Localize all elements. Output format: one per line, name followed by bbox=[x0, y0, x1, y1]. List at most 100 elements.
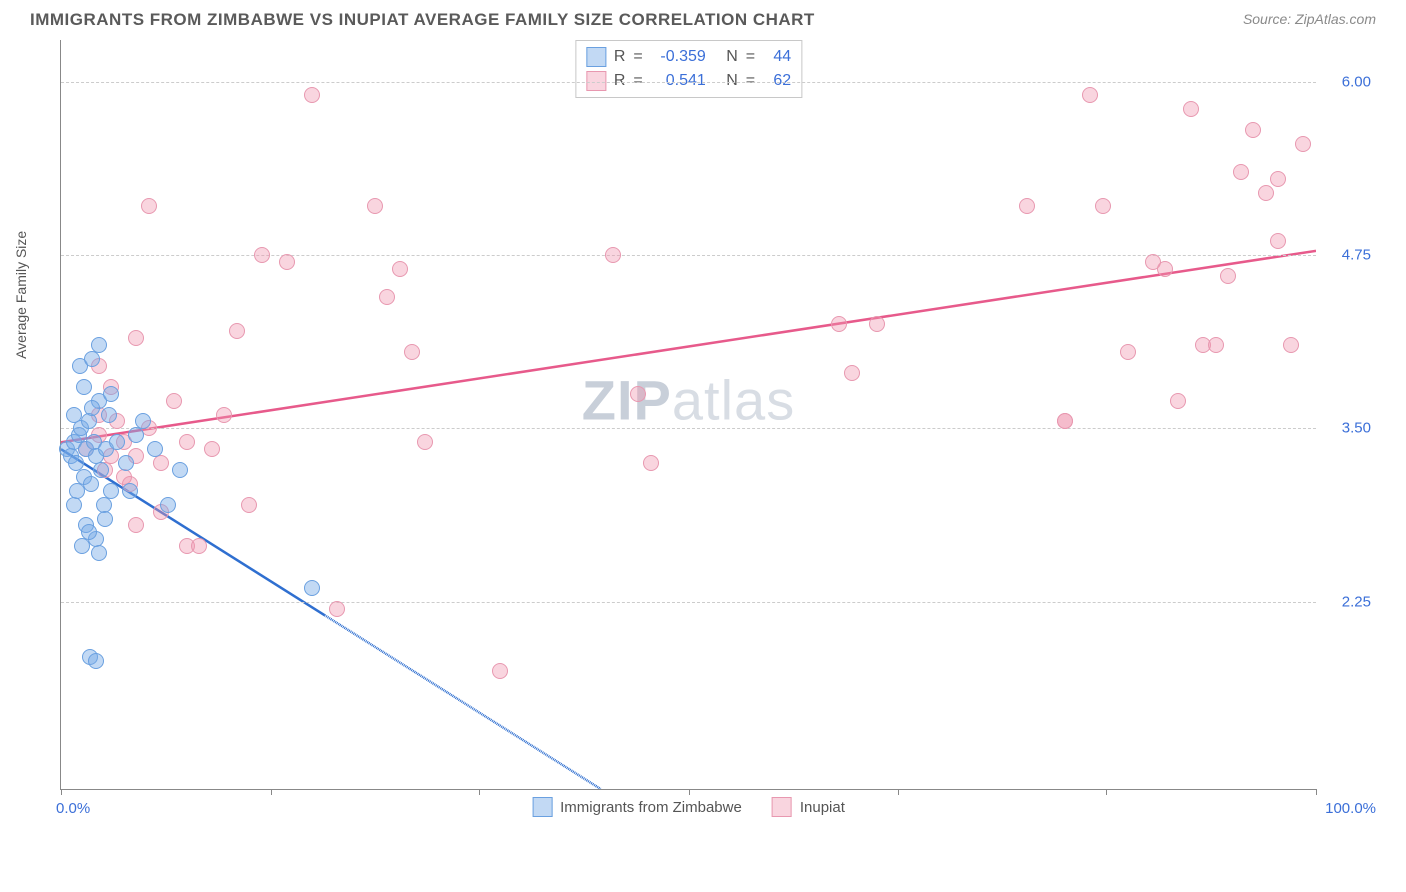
data-point bbox=[404, 344, 420, 360]
data-point bbox=[1183, 101, 1199, 117]
data-point bbox=[1233, 164, 1249, 180]
stats-legend-box: R = -0.359 N = 44 R = 0.541 N = 62 bbox=[575, 40, 802, 98]
data-point bbox=[1283, 337, 1299, 353]
data-point bbox=[304, 87, 320, 103]
data-point bbox=[1208, 337, 1224, 353]
source-prefix: Source: bbox=[1243, 11, 1295, 27]
data-point bbox=[128, 517, 144, 533]
stats-n-label-a: N bbox=[726, 48, 738, 66]
data-point bbox=[1270, 233, 1286, 249]
chart-title: IMMIGRANTS FROM ZIMBABWE VS INUPIAT AVER… bbox=[30, 10, 815, 30]
data-point bbox=[69, 483, 85, 499]
data-point bbox=[1095, 198, 1111, 214]
data-point bbox=[1245, 122, 1261, 138]
data-point bbox=[367, 198, 383, 214]
data-point bbox=[122, 483, 138, 499]
watermark: ZIPatlas bbox=[582, 367, 795, 432]
x-axis-min-label: 0.0% bbox=[56, 800, 90, 817]
legend-swatch-a bbox=[532, 797, 552, 817]
data-point bbox=[1157, 261, 1173, 277]
data-point bbox=[118, 455, 134, 471]
data-point bbox=[329, 601, 345, 617]
data-point bbox=[81, 524, 97, 540]
data-point bbox=[254, 247, 270, 263]
stats-n-value-a: 44 bbox=[763, 48, 791, 66]
data-point bbox=[88, 653, 104, 669]
data-point bbox=[172, 462, 188, 478]
data-point bbox=[103, 483, 119, 499]
data-point bbox=[83, 476, 99, 492]
data-point bbox=[241, 497, 257, 513]
data-point bbox=[1220, 268, 1236, 284]
data-point bbox=[93, 462, 109, 478]
chart-container: Average Family Size ZIPatlas R = -0.359 … bbox=[60, 40, 1376, 820]
data-point bbox=[84, 351, 100, 367]
gridline bbox=[61, 82, 1316, 83]
data-point bbox=[492, 663, 508, 679]
y-axis-label: Average Family Size bbox=[13, 230, 29, 358]
watermark-light: atlas bbox=[672, 368, 795, 431]
source-attribution: Source: ZipAtlas.com bbox=[1243, 11, 1376, 29]
data-point bbox=[1019, 198, 1035, 214]
x-tick bbox=[271, 789, 272, 795]
data-point bbox=[97, 511, 113, 527]
x-tick bbox=[689, 789, 690, 795]
data-point bbox=[128, 427, 144, 443]
data-point bbox=[1120, 344, 1136, 360]
data-point bbox=[81, 413, 97, 429]
data-point bbox=[91, 545, 107, 561]
gridline bbox=[61, 428, 1316, 429]
chart-plot-area: Average Family Size ZIPatlas R = -0.359 … bbox=[60, 40, 1316, 790]
y-tick-label: 4.75 bbox=[1342, 246, 1371, 263]
data-point bbox=[630, 386, 646, 402]
data-point bbox=[135, 413, 151, 429]
bottom-legend: Immigrants from Zimbabwe Inupiat bbox=[532, 797, 845, 817]
data-point bbox=[128, 330, 144, 346]
data-point bbox=[392, 261, 408, 277]
x-tick bbox=[898, 789, 899, 795]
data-point bbox=[643, 455, 659, 471]
data-point bbox=[160, 497, 176, 513]
data-point bbox=[153, 455, 169, 471]
watermark-bold: ZIP bbox=[582, 368, 672, 431]
data-point bbox=[74, 538, 90, 554]
stats-r-value-a: -0.359 bbox=[651, 48, 706, 66]
data-point bbox=[229, 323, 245, 339]
legend-label-b: Inupiat bbox=[800, 799, 845, 816]
data-point bbox=[605, 247, 621, 263]
data-point bbox=[1057, 413, 1073, 429]
data-point bbox=[147, 441, 163, 457]
data-point bbox=[1258, 185, 1274, 201]
x-tick bbox=[61, 789, 62, 795]
y-tick-label: 2.25 bbox=[1342, 593, 1371, 610]
data-point bbox=[204, 441, 220, 457]
data-point bbox=[76, 379, 92, 395]
data-point bbox=[304, 580, 320, 596]
data-point bbox=[66, 497, 82, 513]
source-name: ZipAtlas.com bbox=[1295, 11, 1376, 27]
stats-r-label-a: R bbox=[614, 48, 626, 66]
data-point bbox=[1082, 87, 1098, 103]
data-point bbox=[1170, 393, 1186, 409]
x-axis-max-label: 100.0% bbox=[1325, 800, 1376, 817]
data-point bbox=[103, 386, 119, 402]
data-point bbox=[166, 393, 182, 409]
data-point bbox=[84, 400, 100, 416]
stats-swatch-a bbox=[586, 47, 606, 67]
data-point bbox=[379, 289, 395, 305]
gridline bbox=[61, 602, 1316, 603]
data-point bbox=[216, 407, 232, 423]
data-point bbox=[1270, 171, 1286, 187]
legend-label-a: Immigrants from Zimbabwe bbox=[560, 799, 742, 816]
trend-line bbox=[325, 615, 601, 789]
data-point bbox=[141, 198, 157, 214]
y-tick-label: 6.00 bbox=[1342, 73, 1371, 90]
stats-eq-a2: = bbox=[746, 48, 755, 66]
gridline bbox=[61, 255, 1316, 256]
x-tick bbox=[1316, 789, 1317, 795]
trend-lines-svg bbox=[61, 40, 1316, 789]
data-point bbox=[179, 434, 195, 450]
data-point bbox=[1295, 136, 1311, 152]
legend-item-b: Inupiat bbox=[772, 797, 845, 817]
data-point bbox=[109, 434, 125, 450]
